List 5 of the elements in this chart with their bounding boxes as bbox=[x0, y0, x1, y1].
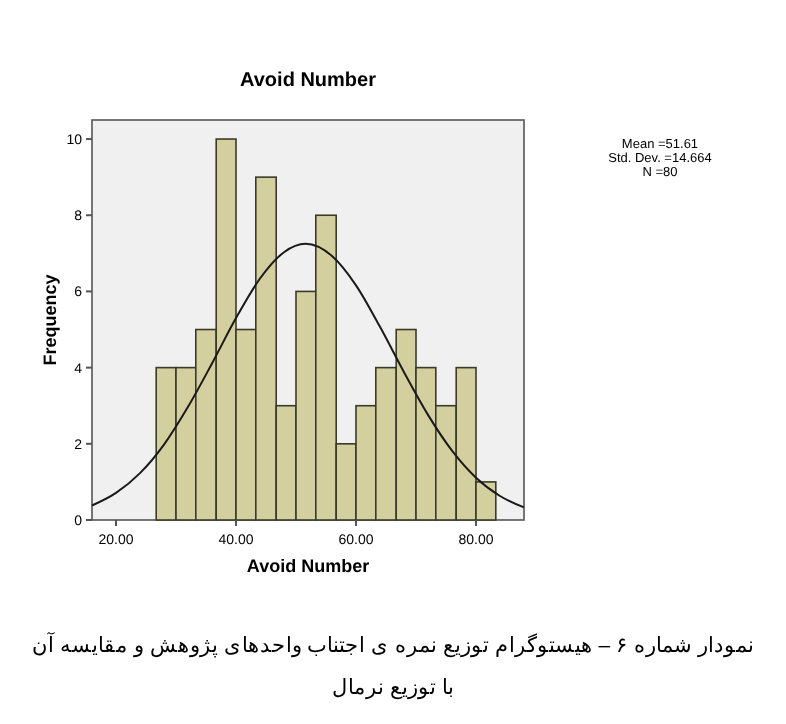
chart-title: Avoid Number bbox=[240, 70, 377, 92]
line-series bbox=[91, 242, 525, 509]
text: نمودار شماره ۶ – هیستوگرام توزیع نمره ی اجتناب واحدهای پژوهش و مقایسه آن با توزیع نرمال bbox=[32, 632, 754, 700]
y-axis-title: Frequency bbox=[40, 274, 60, 366]
x-axis-title: Avoid Number bbox=[246, 556, 371, 576]
